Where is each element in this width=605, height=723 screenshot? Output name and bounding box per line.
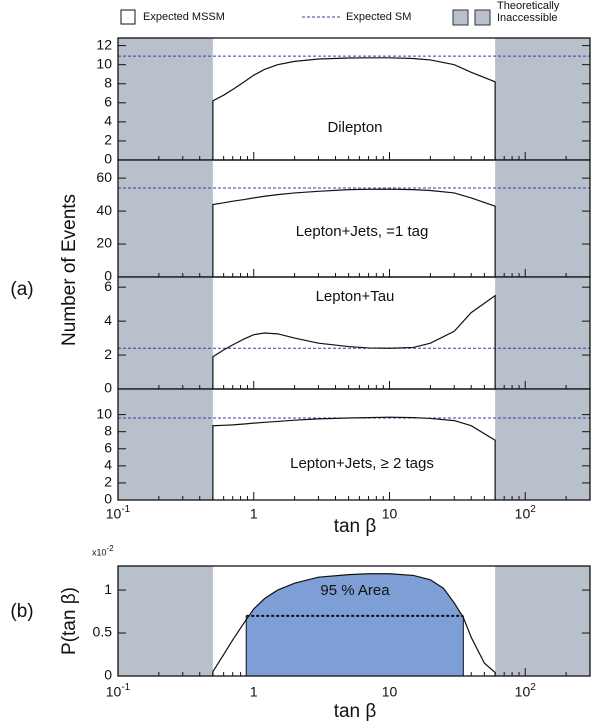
panel-label: Dilepton: [327, 119, 382, 136]
y-tick-label: 60: [96, 169, 112, 185]
inaccessible-region: [118, 38, 213, 160]
y-tick-label: 6: [104, 278, 112, 294]
y-scale-label: x10-2: [92, 544, 114, 557]
inaccessible-region: [495, 566, 590, 676]
x-tick-label: 10: [382, 506, 398, 522]
x-tick-label: 1: [250, 684, 258, 700]
legend-label: Theoretically Inaccessible: [497, 0, 560, 24]
x-tick-label: 10-1: [106, 682, 131, 700]
group-label: (a): [10, 279, 33, 300]
y-tick-label: 0: [104, 491, 112, 507]
y-tick-label: 0.5: [93, 624, 113, 640]
y-scale-exponent: -2: [107, 544, 115, 553]
x-tick-label: 1: [250, 506, 258, 522]
mssm-curve: [212, 57, 496, 160]
legend-label: Expected MSSM: [143, 11, 225, 23]
y-tick-label: 2: [104, 474, 112, 490]
legend-swatch: [452, 9, 469, 26]
inaccessible-region: [118, 566, 213, 676]
inaccessible-region: [118, 389, 213, 500]
legend-label: Expected SM: [346, 11, 411, 23]
y-tick-label: 40: [96, 202, 112, 218]
y-tick-label: 4: [104, 113, 112, 129]
inaccessible-region: [495, 38, 590, 160]
y-tick-label: 20: [96, 235, 112, 251]
y-tick-label: 1: [104, 581, 112, 597]
y-tick-label: 12: [96, 36, 112, 52]
inaccessible-region: [495, 389, 590, 500]
y-tick-label: 0: [104, 667, 112, 683]
x-axis-label: tan β: [334, 516, 377, 537]
legend-swatch: [474, 9, 491, 26]
probability-area: [246, 573, 464, 676]
plot-frame: [117, 565, 591, 677]
y-tick-label: 4: [104, 312, 112, 328]
y-tick-label: 0: [104, 268, 112, 284]
x-tick-exponent: -1: [121, 682, 130, 693]
inaccessible-region: [495, 277, 590, 389]
plot-frame: [117, 388, 591, 501]
x-tick-label: 102: [515, 682, 537, 700]
mssm-curve: [212, 188, 496, 277]
x-tick-label: 102: [515, 504, 537, 522]
area-label: 95 % Area: [320, 582, 390, 599]
mssm-curve: [212, 416, 496, 500]
y-tick-label: 10: [96, 55, 112, 71]
group-label: (b): [10, 601, 33, 622]
y-tick-label: 8: [104, 74, 112, 90]
x-tick-exponent: -1: [121, 504, 130, 515]
x-tick-label: 10: [382, 684, 398, 700]
y-tick-label: 8: [104, 422, 112, 438]
panel-label: Lepton+Tau: [316, 288, 395, 305]
x-axis-label: tan β: [334, 701, 377, 722]
inaccessible-region: [495, 160, 590, 277]
y-tick-label: 6: [104, 439, 112, 455]
y-tick-label: 0: [104, 380, 112, 396]
x-tick-exponent: 2: [530, 682, 536, 693]
y-axis-label: Number of Events: [59, 194, 80, 346]
panel-label: Lepton+Jets, ≥ 2 tags: [290, 455, 434, 472]
y-tick-label: 4: [104, 457, 112, 473]
y-tick-label: 2: [104, 346, 112, 362]
panel-label: Lepton+Jets, =1 tag: [296, 223, 429, 240]
mssm-curve: [212, 294, 496, 389]
legend-label-box: Theoretically Inaccessible: [497, 0, 560, 24]
y-tick-label: 6: [104, 94, 112, 110]
legend-swatch: [120, 9, 136, 25]
inaccessible-region: [118, 160, 213, 277]
y-axis-label: P(tan β): [59, 587, 80, 655]
probability-curve: [212, 573, 496, 676]
x-tick-exponent: 2: [530, 504, 536, 515]
y-tick-label: 0: [104, 151, 112, 167]
y-tick-label: 10: [96, 405, 112, 421]
y-tick-label: 2: [104, 132, 112, 148]
inaccessible-region: [118, 277, 213, 389]
